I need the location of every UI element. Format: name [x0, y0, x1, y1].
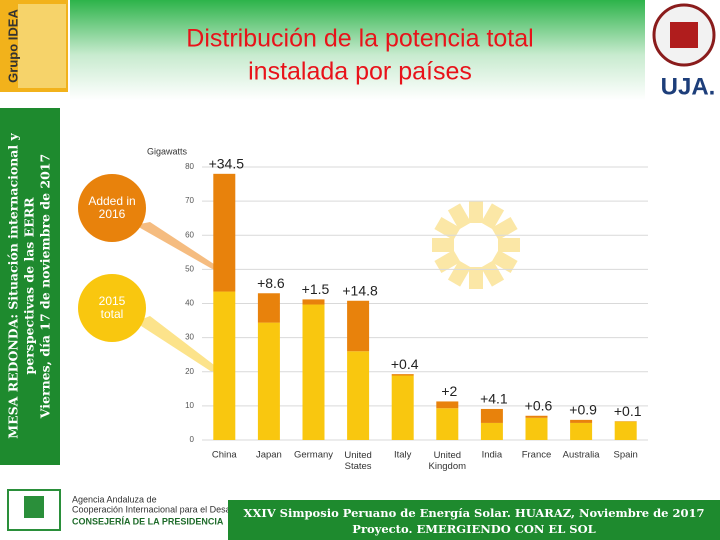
data-label: +8.6: [257, 275, 285, 291]
callout-pointer: [135, 316, 218, 372]
sun-ray: [491, 216, 518, 241]
bar-segment: [391, 375, 414, 440]
sun-decoration: [432, 201, 520, 289]
legend-label: 2015 total: [99, 294, 126, 321]
logo-right-text: UJA.: [661, 73, 716, 100]
bar-segment: [302, 304, 325, 440]
bar-segment: [347, 300, 370, 352]
y-tick-label: 30: [185, 333, 194, 342]
sidebar-line: MESA REDONDA: Situación internacional y: [6, 133, 21, 439]
agency-text: Agencia Andaluza de: [72, 494, 157, 504]
bar-segment: [213, 291, 236, 440]
bar-segment: [570, 422, 593, 440]
legend-label: Added in 2016: [88, 194, 135, 221]
bar-segment: [347, 351, 370, 440]
data-label: +0.6: [525, 397, 553, 413]
y-tick-label: 40: [185, 299, 194, 308]
slide-title: instalada por países: [248, 58, 472, 86]
sun-ray: [447, 203, 472, 230]
y-tick-label: 60: [185, 230, 194, 239]
sun-ray: [434, 249, 461, 274]
chart: Gigawatts 0 10 20 30 40 50 60 70 80 2015 total Added…: [88, 146, 648, 471]
sidebar: [0, 108, 60, 465]
x-tick-label: France: [522, 450, 552, 461]
data-label: +4.1: [480, 391, 508, 407]
y-axis-label: Gigawatts: [147, 146, 188, 156]
x-tick-label: Australia: [563, 450, 601, 461]
data-label: +2: [441, 383, 457, 399]
callout-pointer: [135, 222, 220, 270]
x-tick-label: Germany: [294, 450, 333, 461]
bar-segment: [436, 401, 459, 409]
x-tick-label: United Kingdom: [429, 450, 467, 472]
x-tick-label: United States: [344, 450, 371, 472]
footer-banner: [228, 500, 720, 540]
sun-ray: [447, 260, 472, 287]
data-label: +34.5: [209, 156, 245, 172]
callout-added: [78, 174, 146, 242]
y-tick-label: 10: [185, 401, 194, 410]
bar-segment: [257, 293, 280, 323]
x-tick-label: Spain: [614, 450, 638, 461]
bar-segment: [570, 419, 593, 423]
sun-ray: [469, 267, 483, 289]
data-label: +0.1: [614, 403, 642, 419]
sun-ray: [434, 216, 461, 241]
x-tick-label: China: [212, 450, 238, 461]
banner-text: XXIV Simposio Peruano de Energía Solar. …: [244, 506, 705, 520]
logo-left-inner: [18, 4, 66, 88]
y-tick-label: 20: [185, 367, 194, 376]
junta-logo-mark: [24, 496, 44, 518]
header-band: [70, 0, 645, 100]
x-tick-label: Italy: [394, 450, 412, 461]
y-tick-label: 70: [185, 196, 194, 205]
bar-segment: [480, 408, 503, 423]
slide-title: Distribución de la potencia total: [186, 25, 533, 53]
sun-ray: [480, 260, 505, 287]
banner-text: Proyecto. EMERGIENDO CON EL SOL: [352, 522, 595, 536]
bar-segment: [525, 415, 548, 418]
data-label: +0.4: [391, 356, 419, 372]
y-tick-label: 0: [190, 435, 195, 444]
y-tick-label: 80: [185, 162, 194, 171]
agency-text: Cooperación Internacional para el Desarr…: [72, 504, 251, 514]
sun-ray: [498, 238, 520, 252]
department-text: CONSEJERÍA DE LA PRESIDENCIA: [72, 516, 224, 526]
bar-segment: [614, 421, 637, 440]
sidebar-line: perspectivas de las EERR: [22, 197, 37, 375]
callout-2015: [78, 274, 146, 342]
sun-ray: [432, 238, 454, 252]
bar-segment: [302, 299, 325, 305]
data-label: +14.8: [342, 282, 378, 298]
sun-ray: [480, 203, 505, 230]
sun-ray: [469, 201, 483, 223]
data-label: +0.9: [569, 402, 597, 418]
x-tick-label: India: [482, 450, 503, 461]
x-tick-label: Japan: [256, 450, 282, 461]
sun-ray: [491, 249, 518, 274]
bar-segment: [525, 417, 548, 440]
sidebar-line: Viernes, día 17 de noviembre de 2017: [38, 154, 53, 419]
bar-segment: [257, 322, 280, 440]
bar-segment: [436, 408, 459, 440]
seal-shield: [670, 22, 698, 48]
bar-segment: [391, 374, 414, 376]
y-tick-label: 50: [185, 264, 194, 273]
data-label: +1.5: [302, 281, 330, 297]
logo-left-text: Grupo IDEA: [5, 9, 20, 83]
bar-segment: [213, 173, 236, 292]
bar-segment: [480, 422, 503, 440]
